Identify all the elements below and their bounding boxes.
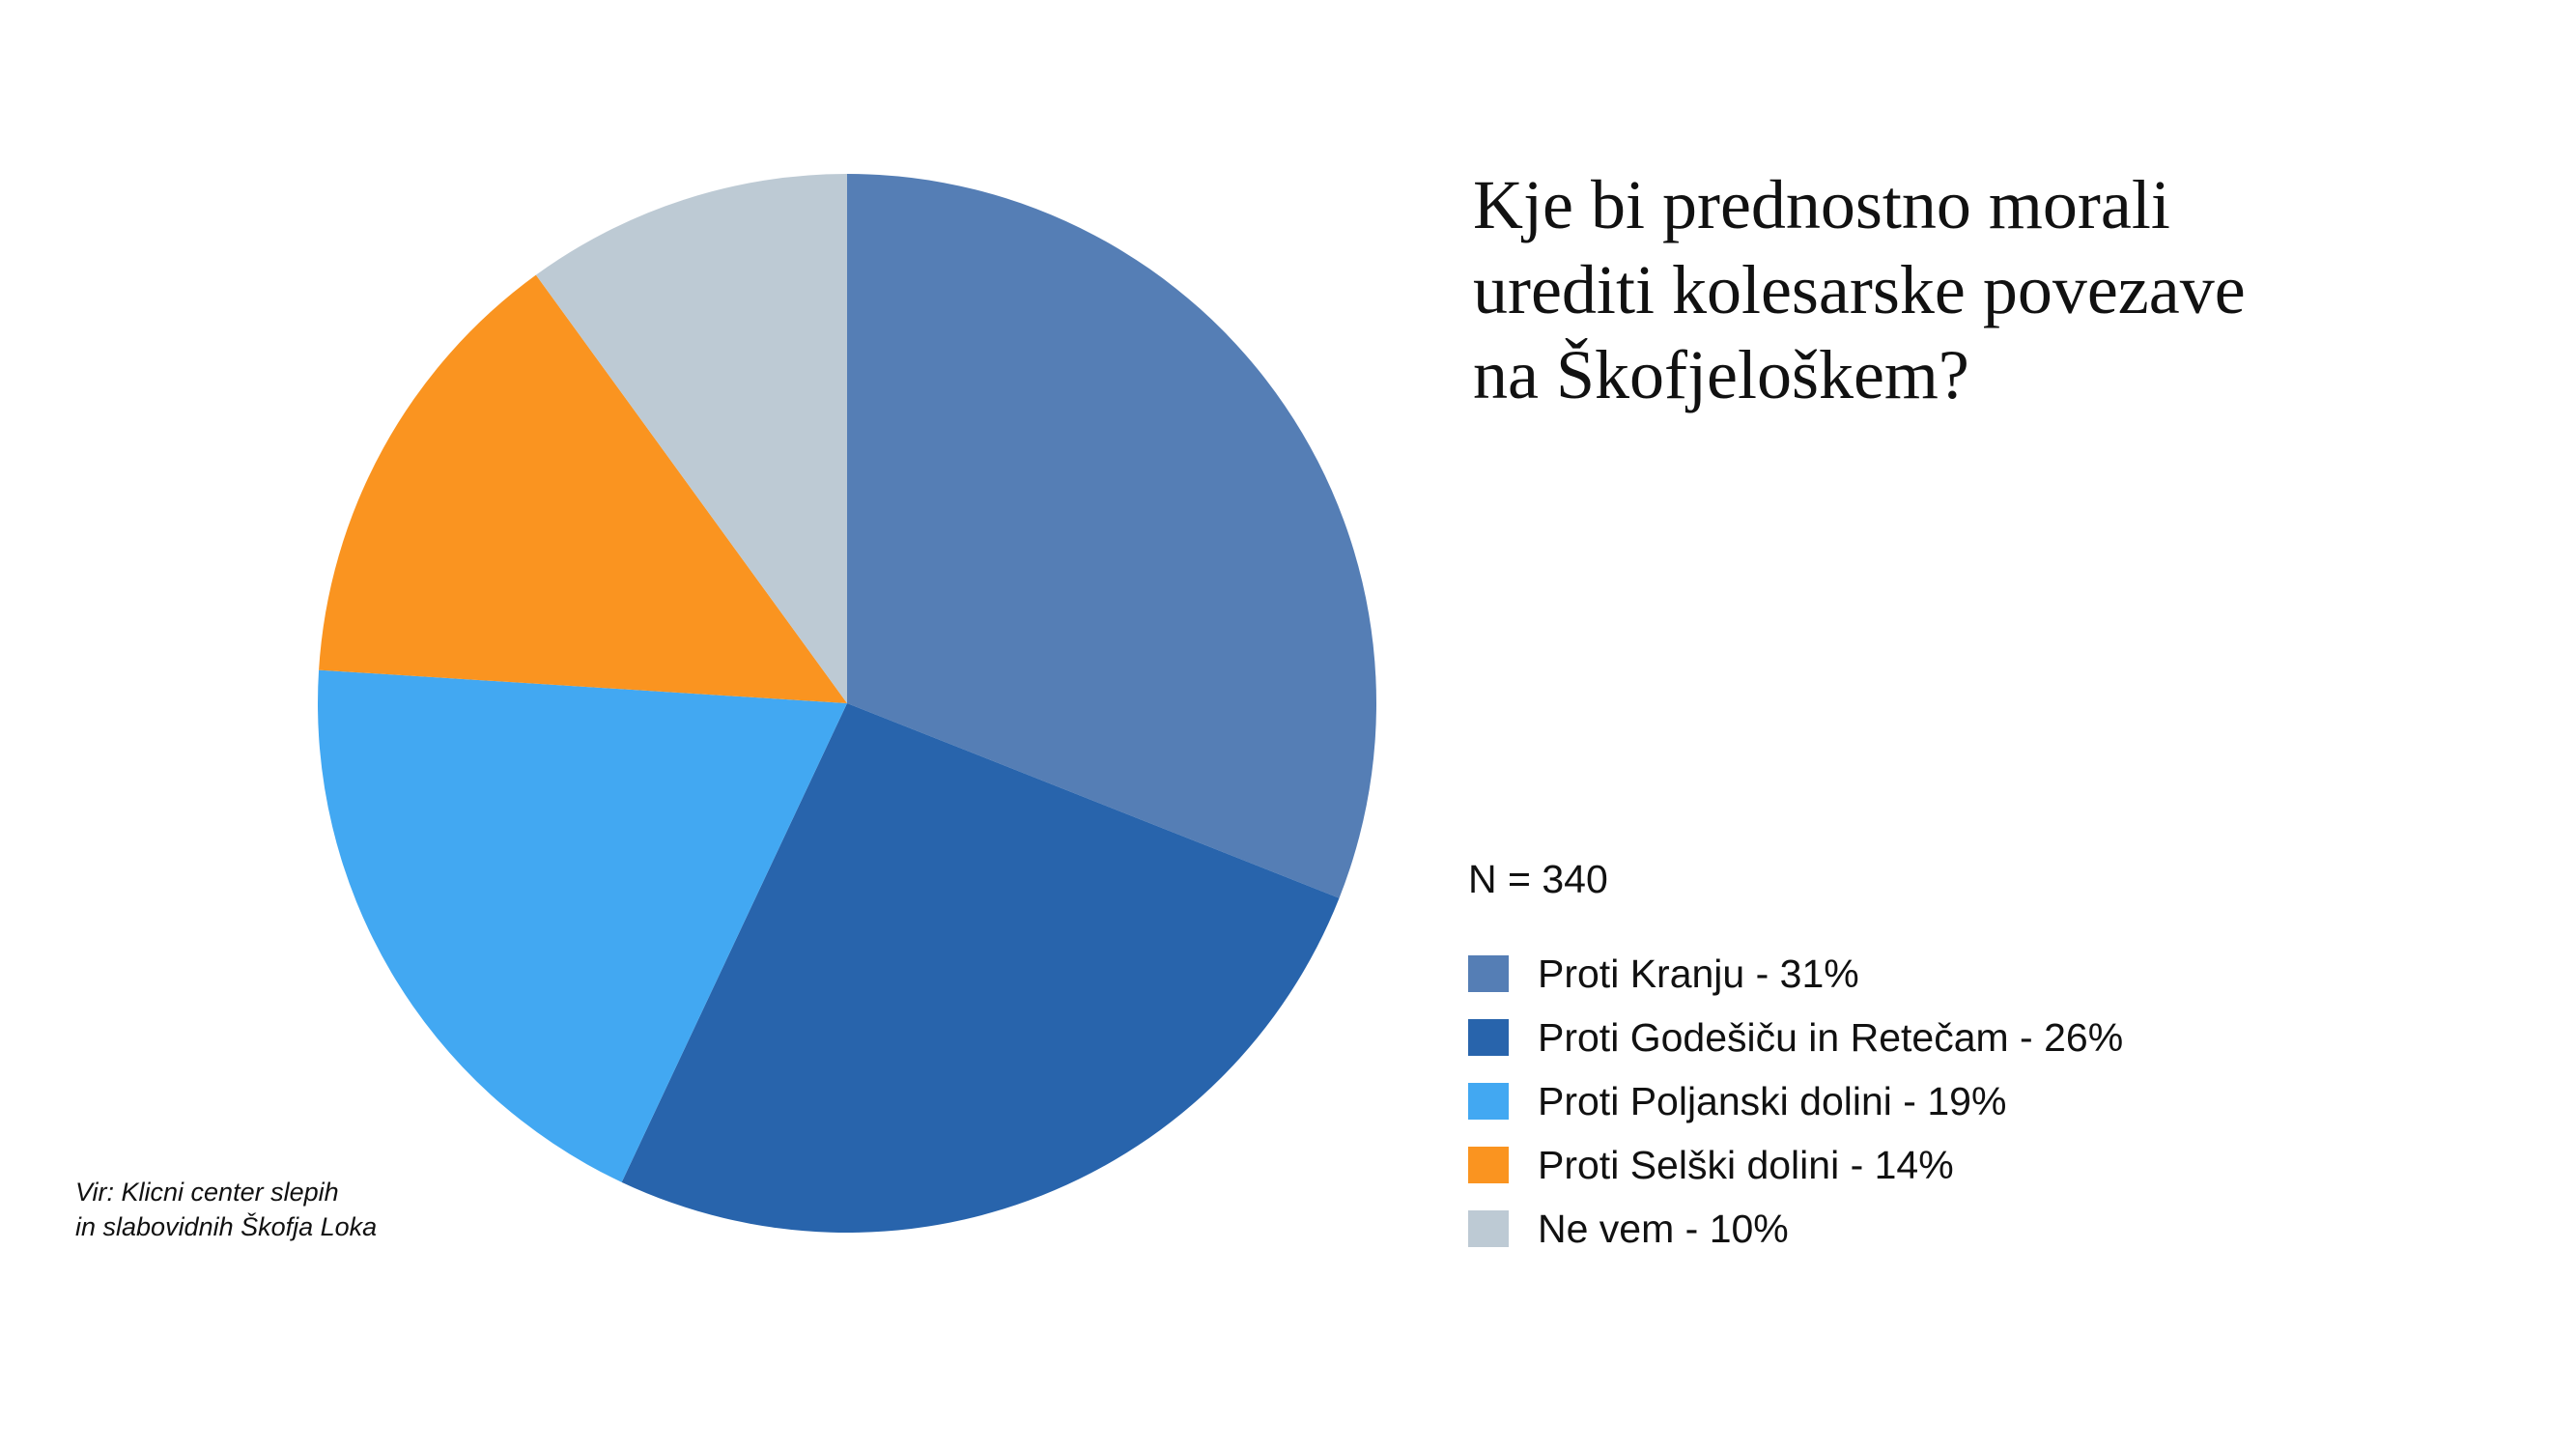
legend: Proti Kranju - 31% Proti Godešiču in Ret… [1468, 942, 2123, 1261]
legend-swatch-proti-godesicu [1468, 1019, 1509, 1056]
legend-label-proti-kranju: Proti Kranju - 31% [1538, 951, 1859, 996]
source-note: Vir: Klicni center slepih in slabovidnih… [75, 1175, 377, 1244]
chart-title-line-3: na Škofjeloškem? [1473, 336, 1969, 413]
legend-item-proti-godesicu: Proti Godešiču in Retečam - 26% [1468, 1006, 2123, 1069]
legend-swatch-ne-vem [1468, 1210, 1509, 1247]
legend-swatch-proti-selski-dolini [1468, 1147, 1509, 1183]
chart-title: Kje bi prednostno morali urediti kolesar… [1473, 162, 2477, 417]
legend-label-proti-poljanski-dolini: Proti Poljanski dolini - 19% [1538, 1078, 2007, 1123]
pie-slice-proti-poljanski-dolini [317, 669, 847, 1182]
pie-slice-proti-kranju [847, 174, 1376, 898]
legend-item-ne-vem: Ne vem - 10% [1468, 1197, 2123, 1261]
legend-label-ne-vem: Ne vem - 10% [1538, 1206, 1789, 1251]
legend-item-proti-poljanski-dolini: Proti Poljanski dolini - 19% [1468, 1069, 2123, 1133]
chart-title-line-1: Kje bi prednostno morali [1473, 166, 2170, 243]
pie-slice-ne-vem [535, 174, 847, 703]
legend-label-proti-selski-dolini: Proti Selški dolini - 14% [1538, 1142, 1954, 1187]
legend-item-proti-selski-dolini: Proti Selški dolini - 14% [1468, 1133, 2123, 1197]
legend-label-proti-godesicu: Proti Godešiču in Retečam - 26% [1538, 1014, 2124, 1060]
legend-swatch-proti-kranju [1468, 955, 1509, 992]
legend-item-proti-kranju: Proti Kranju - 31% [1468, 942, 2123, 1006]
source-line-1: Vir: Klicni center slepih [75, 1178, 339, 1207]
legend-swatch-proti-poljanski-dolini [1468, 1083, 1509, 1120]
pie-slice-proti-godesicu [621, 703, 1340, 1233]
sample-size-label: N = 340 [1468, 857, 1608, 901]
source-line-2: in slabovidnih Škofja Loka [75, 1212, 378, 1241]
chart-title-line-2: urediti kolesarske povezave [1473, 251, 2246, 328]
pie-slice-proti-selski-dolini [319, 274, 847, 703]
